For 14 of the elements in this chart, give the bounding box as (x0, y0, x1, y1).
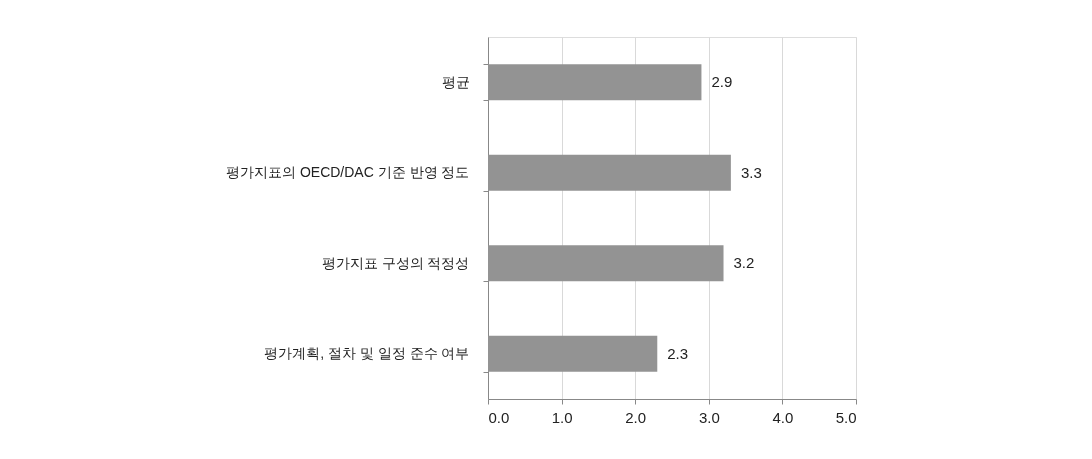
y-tick-label: 평가지표 구성의 적정성 (321, 254, 470, 271)
data-label: 2.9 (711, 73, 733, 91)
x-tick-label: 5.0 (835, 408, 857, 426)
x-tick-label: 1.0 (551, 408, 573, 426)
data-label: 2.3 (667, 344, 689, 362)
x-tick-label: 4.0 (772, 408, 794, 426)
data-label: 3.3 (740, 163, 762, 181)
y-tick-label: 평가계획, 절차 및 일정 준수 여부 (264, 345, 470, 362)
data-label: 3.2 (733, 254, 755, 272)
x-tick-label: 2.0 (625, 408, 647, 426)
y-tick-label: 평균 (441, 73, 470, 90)
x-tick-label: 0.0 (488, 408, 510, 426)
x-tick-label: 3.0 (698, 408, 720, 426)
y-tick-label: 평가지표의 OECD/DAC 기준 반영 정도 (226, 164, 470, 181)
